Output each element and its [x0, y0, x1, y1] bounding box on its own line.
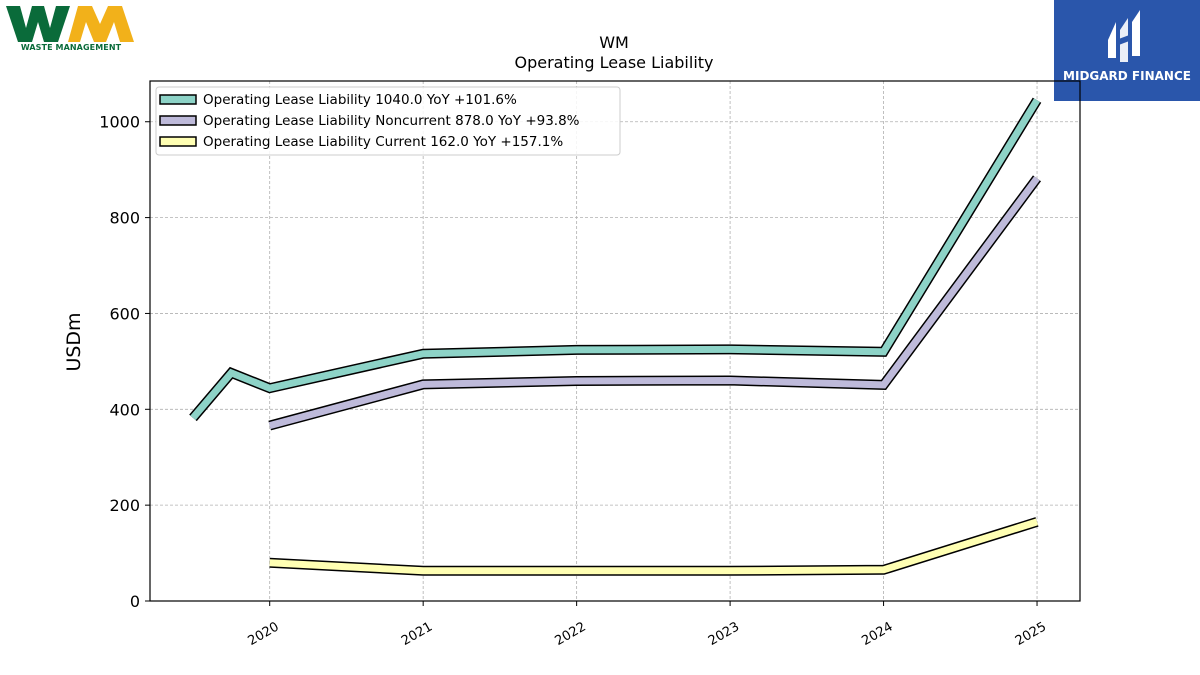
- wm-logo-subtitle: WASTE MANAGEMENT: [20, 43, 122, 52]
- legend-label: Operating Lease Liability Current 162.0 …: [203, 134, 563, 150]
- series-line-outline-2: [269, 517, 1039, 576]
- y-tick-label: 200: [109, 496, 140, 515]
- legend-swatch: [159, 94, 197, 105]
- series-line-outline-1: [268, 175, 1042, 431]
- y-axis-label: USDm: [63, 312, 85, 371]
- waste-management-logo: WASTE MANAGEMENT: [6, 4, 138, 56]
- y-tick-label: 1000: [99, 113, 140, 132]
- series-line-0: [190, 98, 1040, 421]
- legend-box: [155, 86, 621, 156]
- y-tick-label: 400: [109, 400, 140, 419]
- wm-logo-mark: [6, 6, 134, 42]
- y-tick-label: 0: [130, 592, 140, 611]
- midgard-logo-name: MIDGARD FINANCE: [1063, 69, 1191, 83]
- x-tick-label: 2020: [246, 619, 282, 649]
- legend-label: Operating Lease Liability Noncurrent 878…: [203, 113, 580, 129]
- y-tick-label: 800: [109, 209, 140, 228]
- legend-swatch: [159, 115, 197, 126]
- midgard-logo-mark: [1108, 10, 1140, 62]
- legend-swatch: [159, 136, 197, 147]
- y-tick-label: 600: [109, 304, 140, 323]
- x-tick-label: 2023: [706, 619, 742, 649]
- plot-frame: [149, 80, 1081, 602]
- series-line-1: [268, 176, 1040, 429]
- x-tick-label: 2021: [399, 619, 435, 649]
- legend-label: Operating Lease Liability 1040.0 YoY +10…: [203, 92, 517, 108]
- chart-title: WM: [599, 33, 629, 52]
- series-line-2: [269, 518, 1039, 575]
- x-tick-label: 2022: [552, 619, 588, 649]
- chart-subtitle: Operating Lease Liability: [514, 53, 713, 72]
- midgard-finance-logo: MIDGARD FINANCE: [1054, 0, 1200, 101]
- x-tick-label: 2025: [1013, 619, 1049, 649]
- x-tick-label: 2024: [859, 619, 895, 649]
